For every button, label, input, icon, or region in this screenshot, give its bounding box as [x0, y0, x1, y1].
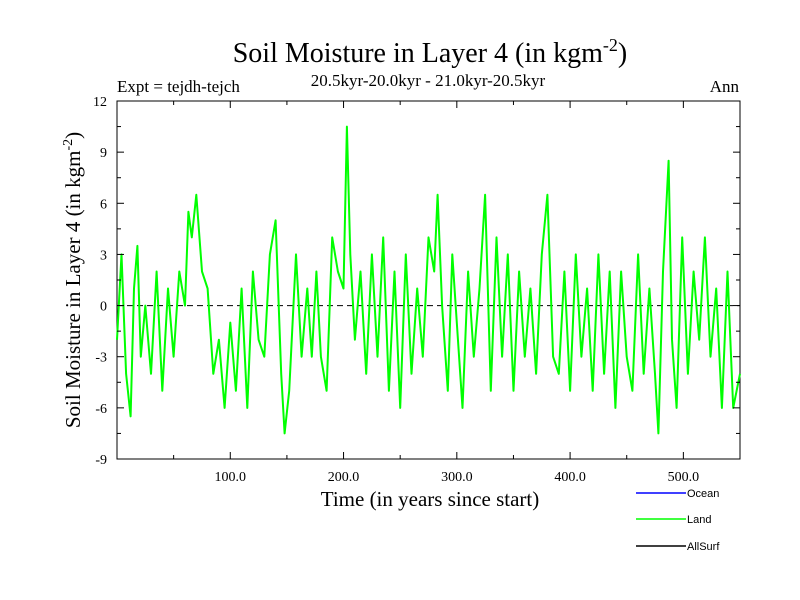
y-tick-label: 0 [100, 300, 107, 315]
y-axis-label-close: ) [61, 132, 85, 139]
legend-label-allsurf: AllSurf [687, 541, 720, 553]
y-axis-label-superscript: -2 [61, 139, 76, 151]
plot-area: -9 -6 -3 0 3 6 9 12 100.0 200.0 300.0 400.0 500.0 [93, 95, 741, 485]
x-tick-label: 500.0 [668, 470, 700, 485]
y-tick-label: -6 [95, 402, 107, 417]
x-axis-label: Time (in years since start) [321, 487, 540, 511]
chart-title: Soil Moisture in Layer 4 (in kgm-2) [233, 35, 628, 69]
legend-label-ocean: Ocean [687, 488, 719, 500]
y-axis-label: Soil Moisture in Layer 4 (in kgm-2) [61, 132, 85, 428]
chart-title-main: Soil Moisture in Layer 4 (in kgm [233, 38, 603, 69]
series-line-land [116, 125, 741, 435]
x-tick-label: 200.0 [328, 470, 360, 485]
y-tick-label: 6 [100, 197, 107, 212]
x-tick-label: 300.0 [441, 470, 473, 485]
legend: Ocean Land AllSurf [636, 488, 720, 553]
y-tick-label: 9 [100, 146, 107, 161]
chart-title-superscript: -2 [603, 35, 618, 55]
experiment-label: Expt = tejdh-tejch [117, 77, 240, 96]
y-tick-label: 12 [93, 95, 107, 110]
y-tick-label: 3 [100, 248, 107, 263]
y-tick-label: -3 [95, 351, 107, 366]
x-tick-label: 400.0 [554, 470, 586, 485]
x-tick-label: 100.0 [215, 470, 247, 485]
legend-label-land: Land [687, 514, 711, 526]
y-axis-label-main: Soil Moisture in Layer 4 (in kgm [61, 151, 85, 429]
season-label: Ann [710, 77, 740, 96]
y-tick-label: -9 [95, 453, 107, 468]
chart-title-close: ) [618, 38, 627, 69]
chart-subtitle: 20.5kyr-20.0kyr - 21.0kyr-20.5kyr [311, 71, 546, 90]
